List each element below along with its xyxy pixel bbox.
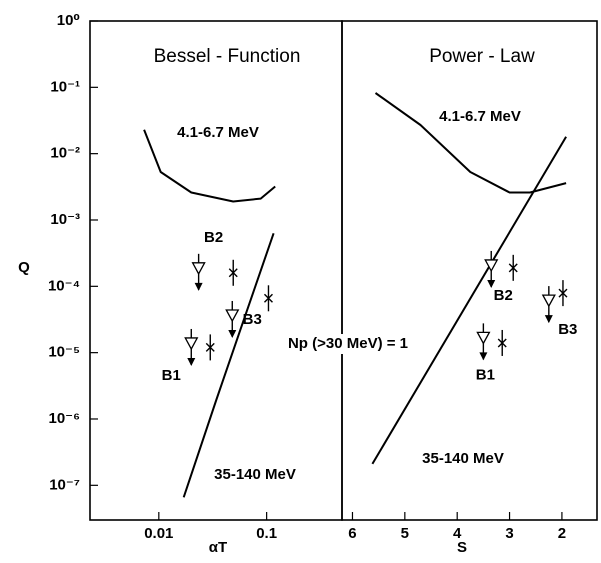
cross-marker xyxy=(497,329,507,356)
panel-title: Power - Law xyxy=(429,46,535,67)
marker-part xyxy=(228,268,238,278)
y-tick-label: 10⁻⁶ xyxy=(48,410,80,427)
y-tick-label: 10⁻² xyxy=(50,145,80,162)
cross-marker xyxy=(508,254,518,281)
marker-part xyxy=(194,282,203,291)
x-tick-label: 5 xyxy=(401,525,409,542)
curve-label: 35-140 MeV xyxy=(422,450,504,467)
x-tick-label: 0.01 xyxy=(144,525,173,542)
y-axis-label: Q xyxy=(18,259,30,276)
x-axis-label: S xyxy=(457,539,467,556)
x-tick-label: 4 xyxy=(453,525,462,542)
cross-marker xyxy=(228,259,238,286)
curve-label: 35-140 MeV xyxy=(214,466,296,483)
marker-part xyxy=(544,315,553,324)
upper-limit-marker xyxy=(225,300,240,338)
annotation-bg xyxy=(272,334,424,354)
marker-part xyxy=(476,331,491,345)
point-label: B3 xyxy=(243,311,262,328)
cross-marker xyxy=(263,285,273,312)
marker-part xyxy=(508,263,518,273)
marker-part xyxy=(191,262,206,276)
plot-frame xyxy=(341,20,598,521)
curve xyxy=(143,129,276,203)
curve xyxy=(374,92,567,194)
y-tick-label: 10⁻⁷ xyxy=(49,476,80,493)
point-label: B2 xyxy=(204,229,223,246)
marker-part xyxy=(541,294,556,308)
marker-part xyxy=(205,342,215,352)
marker-part xyxy=(484,259,499,273)
plot-frame xyxy=(89,20,343,521)
y-tick-label: 10⁻¹ xyxy=(50,78,80,95)
x-axis-label: αT xyxy=(209,539,227,556)
point-label: B1 xyxy=(162,367,181,384)
marker-part xyxy=(228,329,237,338)
point-label: B3 xyxy=(558,321,577,338)
marker-part xyxy=(225,309,240,323)
panel-title: Bessel - Function xyxy=(154,46,301,67)
upper-limit-marker xyxy=(541,286,556,324)
curve xyxy=(371,136,567,465)
upper-limit-marker xyxy=(184,328,199,366)
point-label: B1 xyxy=(476,366,495,383)
annotation: Np (>30 MeV) = 1 xyxy=(288,335,408,352)
marker-part xyxy=(497,338,507,348)
marker-part xyxy=(184,337,199,351)
upper-limit-marker xyxy=(476,323,491,361)
y-tick-label: 10⁻⁴ xyxy=(48,277,80,294)
cross-marker xyxy=(558,280,568,307)
marker-part xyxy=(187,357,196,366)
upper-limit-marker xyxy=(484,250,499,288)
curve xyxy=(182,232,275,498)
curve-label: 4.1-6.7 MeV xyxy=(177,124,259,141)
marker-part xyxy=(558,288,568,298)
point-label: B2 xyxy=(494,287,513,304)
marker-part xyxy=(263,293,273,303)
y-tick-label: 10⁻³ xyxy=(50,211,80,228)
curve-label: 4.1-6.7 MeV xyxy=(439,108,521,125)
y-tick-label: 10⁻⁵ xyxy=(48,344,80,361)
marker-part xyxy=(487,279,496,288)
cross-marker xyxy=(205,334,215,361)
x-tick-label: 2 xyxy=(558,525,566,542)
y-tick-label: 10⁰ xyxy=(57,12,80,29)
x-tick-label: 0.1 xyxy=(256,525,277,542)
marker-part xyxy=(479,352,488,361)
x-tick-label: 3 xyxy=(505,525,513,542)
upper-limit-marker xyxy=(191,253,206,291)
x-tick-label: 6 xyxy=(348,525,356,542)
